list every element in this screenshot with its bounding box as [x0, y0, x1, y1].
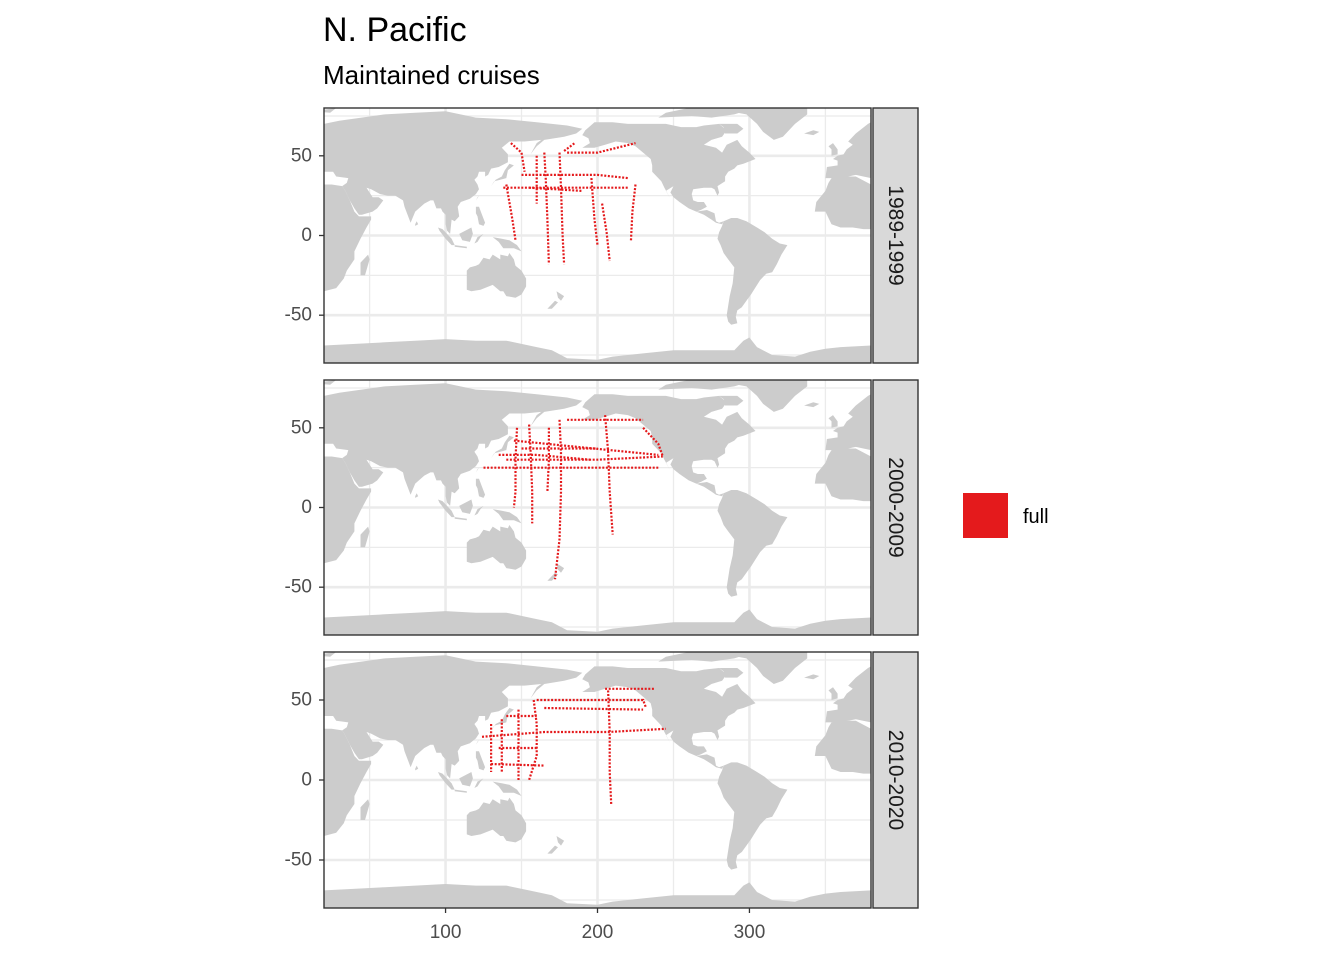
facet-panel-2000-2009: 2000-2009	[312, 375, 918, 651]
facet-strip-label: 2010-2020	[884, 730, 907, 830]
x-axis-tick-labels: 100 200 300	[430, 908, 766, 943]
y-tick-label: 50	[291, 145, 312, 166]
y-tick-label: 0	[301, 497, 312, 518]
x-tick-label: 300	[734, 922, 766, 943]
y-tick-label: -50	[285, 305, 312, 326]
facet-strip-label: 2000-2009	[884, 457, 907, 557]
legend: full	[963, 493, 1049, 538]
legend-key-full	[963, 493, 1008, 538]
y-tick-label: -50	[285, 850, 312, 871]
y-tick-label: 50	[291, 690, 312, 711]
facet-strip-label: 1989-1999	[884, 185, 907, 285]
facet-panel-2010-2020: 2010-2020	[312, 647, 918, 924]
x-tick-label: 200	[582, 922, 614, 943]
y-tick-label: 50	[291, 417, 312, 438]
legend-label-full: full	[1023, 506, 1049, 528]
y-tick-label: -50	[285, 577, 312, 598]
y-tick-label: 0	[301, 225, 312, 246]
plot-title: N. Pacific	[323, 11, 467, 49]
plot-subtitle: Maintained cruises	[323, 60, 540, 90]
y-tick-label: 0	[301, 770, 312, 791]
x-tick-label: 100	[430, 922, 462, 943]
facet-panel-1989-1999: 1989-1999	[312, 103, 918, 379]
y-axis-tick-labels: 50 0 -50 50 0 -50 50 0 -50	[285, 145, 312, 870]
